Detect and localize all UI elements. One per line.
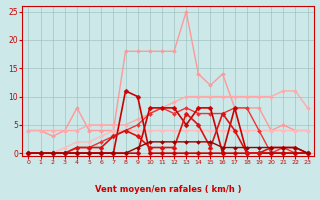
X-axis label: Vent moyen/en rafales ( km/h ): Vent moyen/en rafales ( km/h ) [95, 185, 241, 194]
